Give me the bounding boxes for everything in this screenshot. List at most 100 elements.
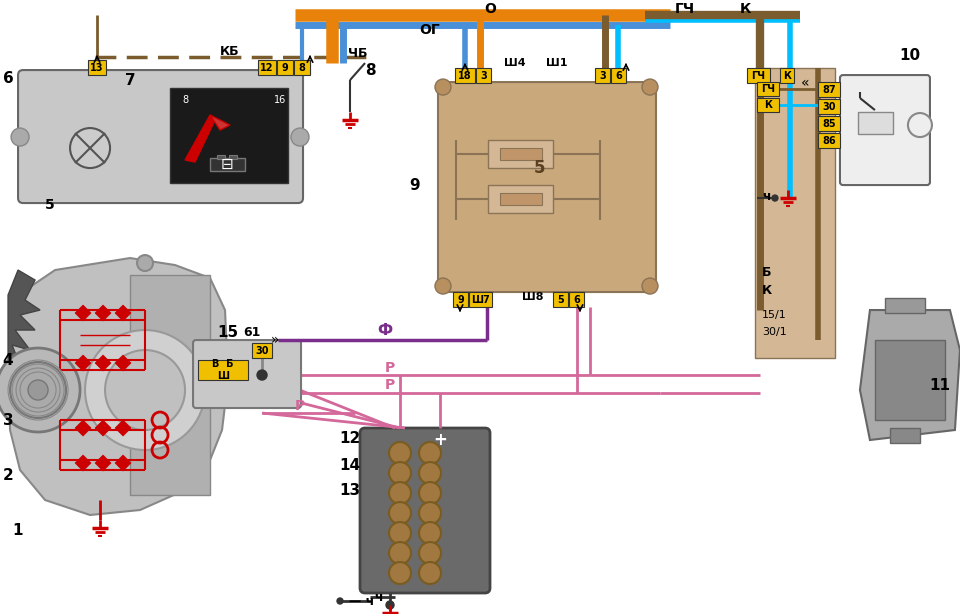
Bar bbox=[755, 68, 835, 358]
Text: 8: 8 bbox=[299, 63, 305, 72]
Bar bbox=[500, 148, 542, 160]
Polygon shape bbox=[75, 305, 91, 321]
Text: 9: 9 bbox=[457, 295, 464, 305]
Text: ⊟: ⊟ bbox=[221, 157, 233, 171]
Text: +: + bbox=[433, 431, 447, 449]
Polygon shape bbox=[75, 420, 91, 436]
Text: 6: 6 bbox=[573, 295, 580, 305]
Polygon shape bbox=[8, 258, 228, 515]
Bar bbox=[569, 292, 584, 307]
Text: «: « bbox=[801, 76, 809, 90]
Circle shape bbox=[908, 113, 932, 137]
Text: 87: 87 bbox=[822, 85, 836, 95]
FancyBboxPatch shape bbox=[360, 428, 490, 593]
Circle shape bbox=[70, 128, 110, 168]
Polygon shape bbox=[95, 420, 111, 436]
Text: 30: 30 bbox=[255, 346, 269, 356]
Text: 86: 86 bbox=[822, 136, 836, 146]
Text: 13: 13 bbox=[340, 483, 361, 497]
Bar bbox=[858, 112, 893, 134]
Bar bbox=[611, 68, 626, 83]
Circle shape bbox=[386, 601, 394, 609]
Text: К: К bbox=[762, 284, 772, 297]
Circle shape bbox=[85, 330, 205, 450]
Text: 4: 4 bbox=[3, 352, 13, 368]
Text: 16: 16 bbox=[274, 95, 286, 105]
FancyBboxPatch shape bbox=[438, 82, 656, 292]
Circle shape bbox=[419, 522, 441, 544]
Text: 12: 12 bbox=[260, 63, 274, 72]
Bar bbox=[88, 60, 106, 75]
Polygon shape bbox=[115, 355, 131, 371]
Circle shape bbox=[337, 598, 343, 604]
Text: 85: 85 bbox=[822, 119, 836, 128]
Text: 13: 13 bbox=[90, 63, 104, 72]
Bar bbox=[757, 82, 779, 96]
Bar bbox=[488, 140, 553, 168]
Circle shape bbox=[419, 542, 441, 564]
Text: Ш1: Ш1 bbox=[546, 58, 567, 68]
Circle shape bbox=[28, 380, 48, 400]
Circle shape bbox=[389, 442, 411, 464]
Polygon shape bbox=[185, 115, 215, 162]
FancyBboxPatch shape bbox=[18, 70, 303, 203]
Text: 5: 5 bbox=[45, 198, 55, 212]
Circle shape bbox=[389, 562, 411, 584]
Polygon shape bbox=[95, 305, 111, 321]
Polygon shape bbox=[75, 455, 91, 471]
Text: »: » bbox=[271, 333, 279, 347]
Bar bbox=[818, 82, 840, 97]
Bar bbox=[595, 68, 610, 83]
Polygon shape bbox=[115, 455, 131, 471]
Circle shape bbox=[10, 362, 66, 418]
Text: 61: 61 bbox=[243, 325, 261, 338]
Bar bbox=[294, 60, 310, 75]
Circle shape bbox=[389, 522, 411, 544]
Bar bbox=[875, 340, 945, 420]
Bar bbox=[170, 88, 288, 183]
Polygon shape bbox=[115, 420, 131, 436]
Text: 5: 5 bbox=[535, 159, 545, 177]
Circle shape bbox=[12, 128, 29, 146]
Bar bbox=[258, 60, 276, 75]
Text: К: К bbox=[764, 100, 772, 110]
Text: 18: 18 bbox=[458, 71, 471, 80]
Circle shape bbox=[435, 79, 451, 95]
Text: КБ: КБ bbox=[220, 45, 240, 58]
Text: 5: 5 bbox=[557, 295, 564, 305]
Polygon shape bbox=[860, 310, 960, 440]
Text: 3: 3 bbox=[3, 413, 13, 427]
Bar bbox=[818, 133, 840, 148]
Text: 30: 30 bbox=[822, 101, 836, 112]
Text: 12: 12 bbox=[340, 430, 361, 446]
Circle shape bbox=[419, 442, 441, 464]
Text: Р: Р bbox=[295, 399, 305, 413]
Bar bbox=[885, 298, 924, 313]
Text: 11: 11 bbox=[929, 378, 950, 392]
Bar bbox=[198, 360, 248, 380]
Text: 8: 8 bbox=[365, 63, 375, 77]
Text: 9: 9 bbox=[281, 63, 288, 72]
Text: 1: 1 bbox=[12, 523, 23, 537]
Bar bbox=[553, 292, 568, 307]
Text: 10: 10 bbox=[900, 47, 921, 63]
Text: К: К bbox=[739, 2, 751, 16]
Text: 8: 8 bbox=[182, 95, 188, 105]
Text: 15/1: 15/1 bbox=[762, 310, 786, 320]
Bar bbox=[488, 185, 553, 213]
Text: В  Б
Ш: В Б Ш bbox=[212, 359, 234, 381]
Circle shape bbox=[291, 128, 309, 146]
FancyBboxPatch shape bbox=[840, 75, 930, 185]
Circle shape bbox=[137, 255, 153, 271]
Text: Б: Б bbox=[762, 265, 772, 279]
Polygon shape bbox=[8, 270, 40, 365]
Text: Ш4: Ш4 bbox=[504, 58, 526, 68]
Bar bbox=[818, 116, 840, 131]
Text: ЧБ: ЧБ bbox=[348, 47, 368, 60]
Bar bbox=[229, 155, 237, 159]
Circle shape bbox=[389, 502, 411, 524]
Bar bbox=[747, 68, 770, 83]
Text: ч: ч bbox=[373, 591, 382, 604]
Circle shape bbox=[0, 348, 80, 432]
Circle shape bbox=[642, 79, 658, 95]
